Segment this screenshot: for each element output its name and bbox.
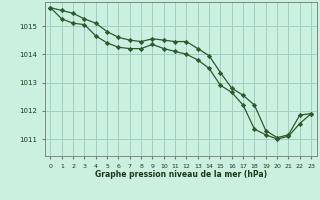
X-axis label: Graphe pression niveau de la mer (hPa): Graphe pression niveau de la mer (hPa): [95, 170, 267, 179]
